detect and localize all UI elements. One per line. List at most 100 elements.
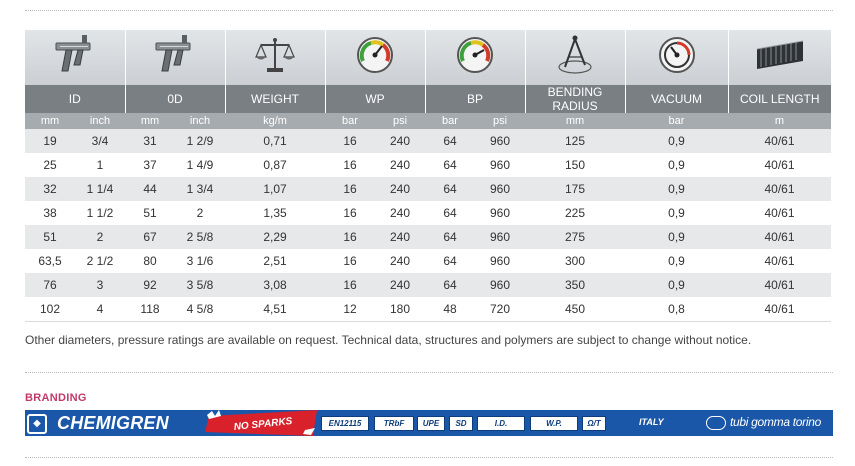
column-header: WP [325,85,426,113]
table-body: 19 3/4 31 1 2/9 0,71 16 240 64 960 125 0,9 40/61 25 1… [25,129,831,322]
table-cell: 16 [325,153,375,177]
table-cell: 16 [325,273,375,297]
table-cell: 960 [475,225,525,249]
table-cell: 12 [325,297,375,322]
units-row: mm inch mm inch kg/m bar psi bar psi mm bar m [25,113,831,129]
table-cell: 32 [25,177,75,201]
branding-heading: BRANDING [25,392,87,404]
unit-cell: psi [475,113,525,129]
table-cell: 150 [525,153,625,177]
table-cell: 63,5 [25,249,75,273]
column-header: COIL LENGTH [728,85,831,113]
caliper-icon [55,35,91,72]
table-cell: 720 [475,297,525,322]
table-cell: 300 [525,249,625,273]
unit-cell: m [728,113,831,129]
pressure-gauge-icon [357,37,393,73]
table-cell: 240 [375,225,425,249]
table-cell: 960 [475,153,525,177]
id-icon-cell [25,30,126,85]
table-cell: 240 [375,153,425,177]
table-cell: 2,29 [225,225,325,249]
table-cell: 450 [525,297,625,322]
table-cell: 240 [375,249,425,273]
table-cell: 37 [125,153,175,177]
icon-row [25,30,831,85]
table-cell: 102 [25,297,75,322]
table-cell: 1 4/9 [175,153,225,177]
table-cell: 0,9 [625,273,728,297]
table-cell: 40/61 [728,273,831,297]
table-cell: 76 [25,273,75,297]
table-cell: 1 [75,153,125,177]
vacuum-gauge-icon [658,37,695,73]
table-cell: 64 [425,129,475,153]
no-sparks-badge: NO SPARKS [205,410,317,436]
table-cell: 1 1/2 [75,201,125,225]
table-cell: 31 [125,129,175,153]
table-cell: 3 [75,273,125,297]
table-cell: 40/61 [728,225,831,249]
table-cell: 125 [525,129,625,153]
table-cell: 960 [475,273,525,297]
table-cell: 16 [325,225,375,249]
table-cell: 16 [325,177,375,201]
cert-badge: W.P. [530,416,578,431]
coil-length-icon-cell [728,30,831,85]
hose-coil-icon [756,40,803,69]
od-icon-cell [125,30,226,85]
table-cell: 1,07 [225,177,325,201]
top-divider [25,10,833,11]
table-cell: 1 2/9 [175,129,225,153]
table-cell: 240 [375,177,425,201]
table-cell: 0,9 [625,249,728,273]
table-cell: 64 [425,201,475,225]
product-name: CHEMIGREN [57,413,169,433]
table-cell: 0,71 [225,129,325,153]
table-cell: 1,35 [225,201,325,225]
table-cell: 3/4 [75,129,125,153]
country-label: ITALY [639,417,664,427]
table-cell: 80 [125,249,175,273]
table-cell: 3 5/8 [175,273,225,297]
table-cell: 3 1/6 [175,249,225,273]
table-cell: 0,9 [625,129,728,153]
table-cell: 2 1/2 [75,249,125,273]
table-cell: 240 [375,201,425,225]
table-cell: 960 [475,249,525,273]
table-cell: 40/61 [728,129,831,153]
table-cell: 40/61 [728,249,831,273]
table-cell: 0,9 [625,177,728,201]
table-row: 32 1 1/4 44 1 3/4 1,07 16 240 64 960 175 0,9 40/61 [25,177,831,201]
table-cell: 51 [25,225,75,249]
cert-badge: UPE [417,416,445,431]
table-cell: 16 [325,249,375,273]
caliper-icon [155,35,191,72]
table-cell: 40/61 [728,177,831,201]
bottom-divider [25,457,833,458]
table-cell: 92 [125,273,175,297]
cert-badge: Ω/T [582,416,606,431]
table-cell: 16 [325,129,375,153]
maker-name: tubi gomma torino [730,415,821,429]
table-cell: 19 [25,129,75,153]
table-cell: 44 [125,177,175,201]
cert-badge: TRbF [374,416,414,431]
table-cell: 240 [375,129,425,153]
table-cell: 0,87 [225,153,325,177]
cert-badge: EN12115 [321,416,369,431]
table-row: 63,5 2 1/2 80 3 1/6 2,51 16 240 64 960 300 0,9 40/6… [25,249,831,273]
table-cell: 275 [525,225,625,249]
table-cell: 40/61 [728,153,831,177]
spec-table: ID 0D WEIGHT WP BP BENDING RADIUS VACUUM… [25,30,831,322]
table-cell: 64 [425,249,475,273]
unit-cell: inch [75,113,125,129]
bp-icon-cell [425,30,526,85]
section-divider [25,372,833,373]
table-cell: 960 [475,129,525,153]
table-cell: 3,08 [225,273,325,297]
table-row: 25 1 37 1 4/9 0,87 16 240 64 960 150 0,9 40/61 [25,153,831,177]
table-cell: 4 5/8 [175,297,225,322]
maker-logo-icon [706,416,726,430]
table-cell: 38 [25,201,75,225]
